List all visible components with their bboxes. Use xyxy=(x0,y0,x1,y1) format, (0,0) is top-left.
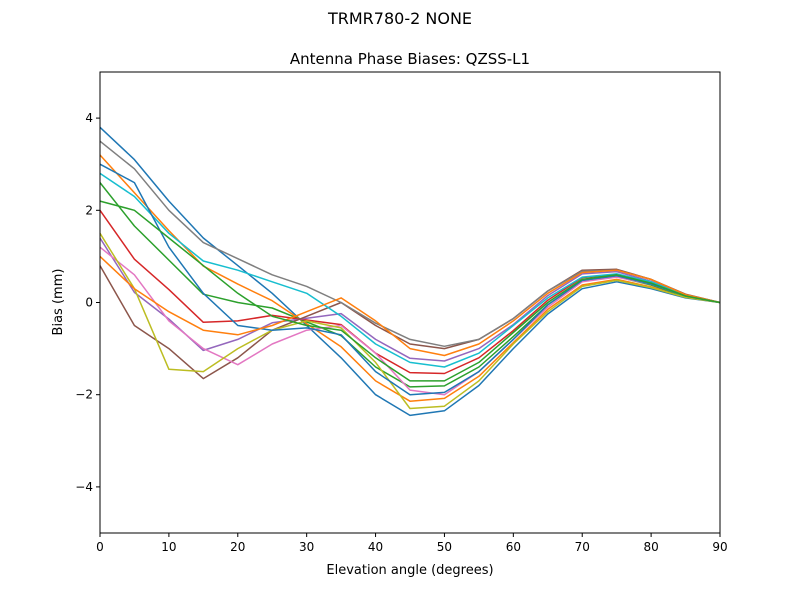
series-line-8 xyxy=(99,232,721,410)
series-line-0 xyxy=(99,126,721,417)
y-tick-label: −2 xyxy=(75,388,93,402)
series-line-4 xyxy=(99,237,721,362)
y-axis: −4 −2 0 2 4 xyxy=(75,111,100,494)
x-tick-label: 30 xyxy=(299,540,314,554)
axes-frame xyxy=(99,71,721,534)
series-line-2 xyxy=(99,182,721,388)
x-tick-label: 60 xyxy=(506,540,521,554)
x-tick-label: 80 xyxy=(643,540,658,554)
series-line-7 xyxy=(99,140,721,348)
y-tick-label: 4 xyxy=(85,111,93,125)
plot-lines xyxy=(99,126,721,417)
x-tick-label: 0 xyxy=(96,540,104,554)
x-tick-label: 40 xyxy=(368,540,383,554)
series-line-9 xyxy=(99,172,721,368)
series-line-6 xyxy=(99,246,721,396)
series-line-12 xyxy=(99,200,721,382)
x-tick-label: 10 xyxy=(161,540,176,554)
series-line-5 xyxy=(99,265,721,380)
series-line-11 xyxy=(99,255,721,357)
x-tick-label: 20 xyxy=(230,540,245,554)
chart-suptitle: TRMR780-2 NONE xyxy=(327,9,472,28)
x-tick-label: 90 xyxy=(712,540,727,554)
y-tick-label: −4 xyxy=(75,480,93,494)
x-axis: 0 10 20 30 40 50 60 70 80 90 xyxy=(96,533,728,554)
series-line-10 xyxy=(99,163,721,396)
y-tick-label: 0 xyxy=(85,296,93,310)
x-axis-label: Elevation angle (degrees) xyxy=(326,563,493,578)
x-tick-label: 50 xyxy=(437,540,452,554)
x-tick-label: 70 xyxy=(575,540,590,554)
y-tick-label: 2 xyxy=(85,203,93,217)
y-axis-label: Bias (mm) xyxy=(51,269,66,336)
chart-title: Antenna Phase Biases: QZSS-L1 xyxy=(290,50,530,68)
